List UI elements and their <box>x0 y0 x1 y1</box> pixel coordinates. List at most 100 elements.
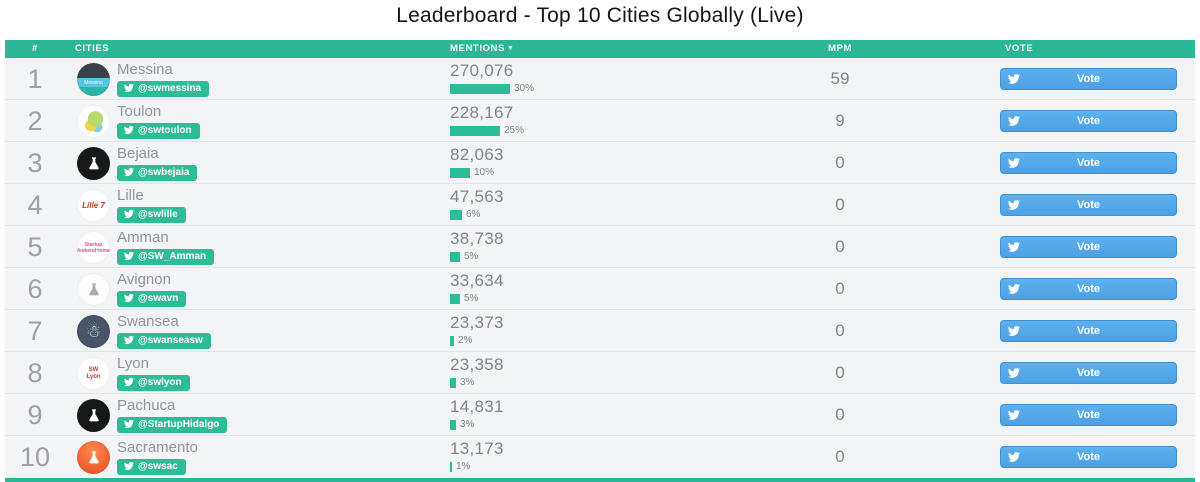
vote-button[interactable]: Vote <box>1000 404 1177 426</box>
mentions-percent: 6% <box>466 209 481 220</box>
city-logo-avatar[interactable] <box>77 399 110 432</box>
mentions-progress-bar <box>450 252 460 262</box>
mentions-cell: 38,738 5% <box>450 229 504 262</box>
twitter-icon <box>1008 242 1020 252</box>
city-info: Toulon @swtoulon <box>117 103 200 140</box>
mentions-percent: 25% <box>504 125 525 136</box>
flask-icon <box>88 408 99 421</box>
city-info: Messina @swmessina <box>117 61 210 98</box>
twitter-icon <box>124 251 134 261</box>
twitter-handle-badge[interactable]: @swsac <box>117 458 186 475</box>
city-logo-avatar[interactable] <box>77 105 110 138</box>
city-name: Avignon <box>117 271 171 288</box>
mpm-value: 0 <box>835 363 845 382</box>
city-logo-avatar[interactable] <box>77 273 110 306</box>
mentions-percent: 10% <box>474 167 495 178</box>
twitter-icon <box>1008 74 1020 84</box>
mentions-progress-bar <box>450 336 454 346</box>
vote-button[interactable]: Vote <box>1000 236 1177 258</box>
table-row: 9 Pachuca @StartupHidalgo 14,831 3% 0 Vo… <box>5 394 1195 436</box>
vote-button-label: Vote <box>1076 283 1101 295</box>
vote-button-label: Vote <box>1076 241 1101 253</box>
twitter-icon <box>124 377 134 387</box>
city-info: Avignon @swavn <box>117 271 187 308</box>
rank-number: 3 <box>27 148 43 178</box>
mpm-value: 59 <box>830 69 850 88</box>
twitter-handle-badge[interactable]: @swavn <box>117 290 187 307</box>
city-info: Bejaia @swbejaia <box>117 145 198 182</box>
rank-number: 5 <box>27 232 43 262</box>
mentions-count: 14,831 <box>450 397 504 416</box>
city-logo-avatar[interactable] <box>77 231 110 264</box>
twitter-handle-badge[interactable]: @swtoulon <box>117 122 200 139</box>
city-logo-avatar[interactable] <box>77 147 110 180</box>
twitter-handle-badge[interactable]: @swmessina <box>117 80 210 97</box>
rank-number: 6 <box>27 274 43 304</box>
mentions-bar-row: 1% <box>450 462 504 472</box>
mpm-value: 0 <box>835 405 845 424</box>
twitter-icon <box>1008 158 1020 168</box>
mentions-count: 23,358 <box>450 355 504 374</box>
vote-button[interactable]: Vote <box>1000 152 1177 174</box>
twitter-handle-badge[interactable]: @swlille <box>117 206 186 223</box>
mentions-count: 23,373 <box>450 313 504 332</box>
city-logo-avatar[interactable] <box>77 189 110 222</box>
vote-button[interactable]: Vote <box>1000 446 1177 468</box>
twitter-handle-badge[interactable]: @StartupHidalgo <box>117 416 228 433</box>
mentions-cell: 23,373 2% <box>450 313 504 346</box>
mentions-progress-bar <box>450 126 500 136</box>
table-row: 5 Amman @SW_Amman 38,738 5% 0 Vote <box>5 226 1195 268</box>
city-logo-avatar[interactable] <box>77 315 110 348</box>
twitter-handle-badge[interactable]: @swbejaia <box>117 164 198 181</box>
twitter-handle-badge[interactable]: @swanseasw <box>117 332 211 349</box>
mentions-count: 13,173 <box>450 439 504 458</box>
vote-cell: Vote <box>1000 152 1177 174</box>
mentions-count: 38,738 <box>450 229 504 248</box>
flask-icon <box>88 156 99 169</box>
mpm-value: 0 <box>835 195 845 214</box>
mentions-percent: 5% <box>464 251 479 262</box>
city-logo-avatar[interactable] <box>77 63 110 96</box>
twitter-handle-badge[interactable]: @swlyon <box>117 374 190 391</box>
city-name: Lille <box>117 187 144 204</box>
mentions-progress-bar <box>450 210 462 220</box>
city-name: Amman <box>117 229 169 246</box>
city-name: Sacramento <box>117 439 198 456</box>
vote-cell: Vote <box>1000 362 1177 384</box>
vote-button[interactable]: Vote <box>1000 110 1177 132</box>
mpm-value: 0 <box>835 279 845 298</box>
twitter-handle: @swsac <box>138 460 178 472</box>
twitter-icon <box>1008 368 1020 378</box>
vote-cell: Vote <box>1000 110 1177 132</box>
twitter-icon <box>124 83 134 93</box>
vote-button[interactable]: Vote <box>1000 320 1177 342</box>
mentions-progress-bar <box>450 84 510 94</box>
twitter-handle-badge[interactable]: @SW_Amman <box>117 248 215 265</box>
vote-button-label: Vote <box>1076 73 1101 85</box>
mentions-count: 228,167 <box>450 103 514 122</box>
header-mentions-label: MENTIONS <box>450 43 505 54</box>
vote-button[interactable]: Vote <box>1000 68 1177 90</box>
mpm-value: 0 <box>835 447 845 466</box>
vote-button[interactable]: Vote <box>1000 194 1177 216</box>
leaderboard-table: # CITIES MENTIONS▼ MPM VOTE 1 Messina @s… <box>5 40 1195 482</box>
table-row: 4 Lille @swlille 47,563 6% 0 Vote <box>5 184 1195 226</box>
mentions-progress-bar <box>450 420 456 430</box>
twitter-icon <box>1008 200 1020 210</box>
vote-button[interactable]: Vote <box>1000 278 1177 300</box>
rank-number: 2 <box>27 106 43 136</box>
city-name: Swansea <box>117 313 179 330</box>
table-row: 1 Messina @swmessina 270,076 30% 59 Vote <box>5 58 1195 100</box>
city-logo-avatar[interactable] <box>77 357 110 390</box>
mentions-bar-row: 2% <box>450 336 504 346</box>
header-mentions-sortable[interactable]: MENTIONS ▼ <box>450 40 514 58</box>
city-name: Lyon <box>117 355 149 372</box>
city-info: Lyon @swlyon <box>117 355 190 392</box>
vote-cell: Vote <box>1000 236 1177 258</box>
vote-button[interactable]: Vote <box>1000 362 1177 384</box>
city-info: Amman @SW_Amman <box>117 229 215 266</box>
mentions-bar-row: 3% <box>450 378 504 388</box>
mentions-bar-row: 5% <box>450 294 504 304</box>
city-info: Lille @swlille <box>117 187 186 224</box>
city-logo-avatar[interactable] <box>77 441 110 474</box>
